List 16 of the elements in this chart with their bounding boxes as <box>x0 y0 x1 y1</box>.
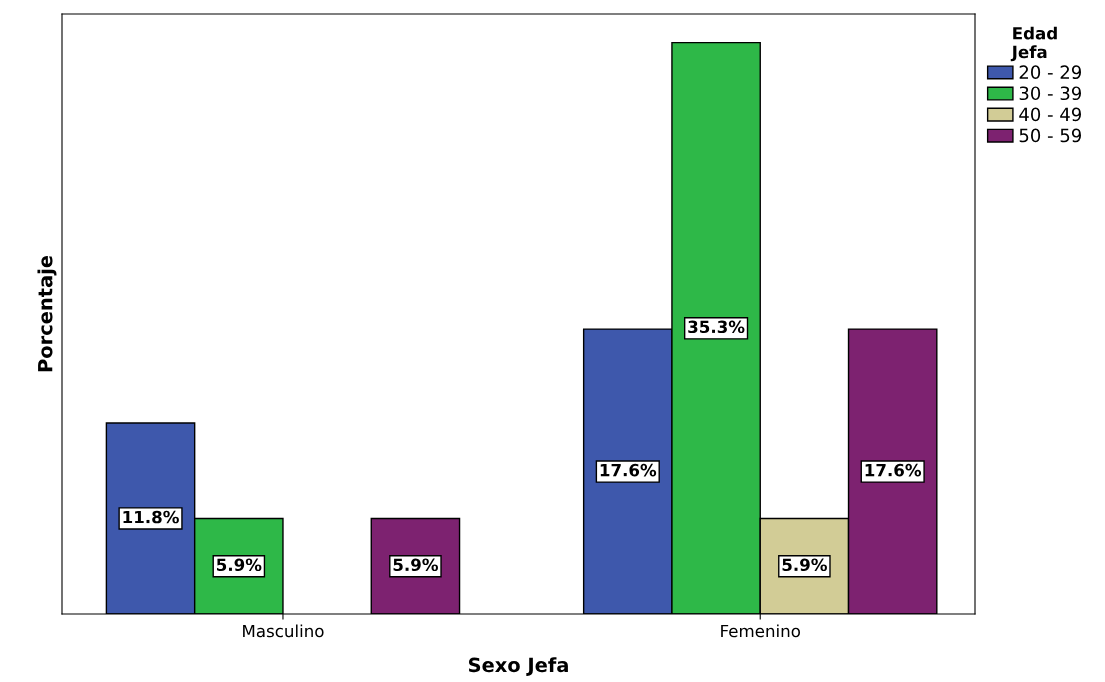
x-axis-title: Sexo Jefa <box>468 657 568 676</box>
data-label: 5.9% <box>782 558 827 572</box>
legend-label: 30 - 39 <box>1019 86 1082 101</box>
data-label: 35.3% <box>688 320 745 334</box>
legend-label: 40 - 49 <box>1019 107 1082 122</box>
x-tick-label: Masculino <box>243 624 324 638</box>
data-label: 5.9% <box>217 558 262 572</box>
legend-label: 20 - 29 <box>1019 65 1082 80</box>
y-axis-title: Porcentaje <box>37 255 57 372</box>
data-label: 17.6% <box>865 463 922 477</box>
x-tick-label: Femenino <box>721 624 801 638</box>
data-label: 5.9% <box>393 558 438 572</box>
legend-label: 50 - 59 <box>1019 128 1082 143</box>
data-label: 17.6% <box>600 463 657 477</box>
legend-title: Edad Jefa <box>1010 26 1057 62</box>
data-label: 11.8% <box>123 510 179 524</box>
